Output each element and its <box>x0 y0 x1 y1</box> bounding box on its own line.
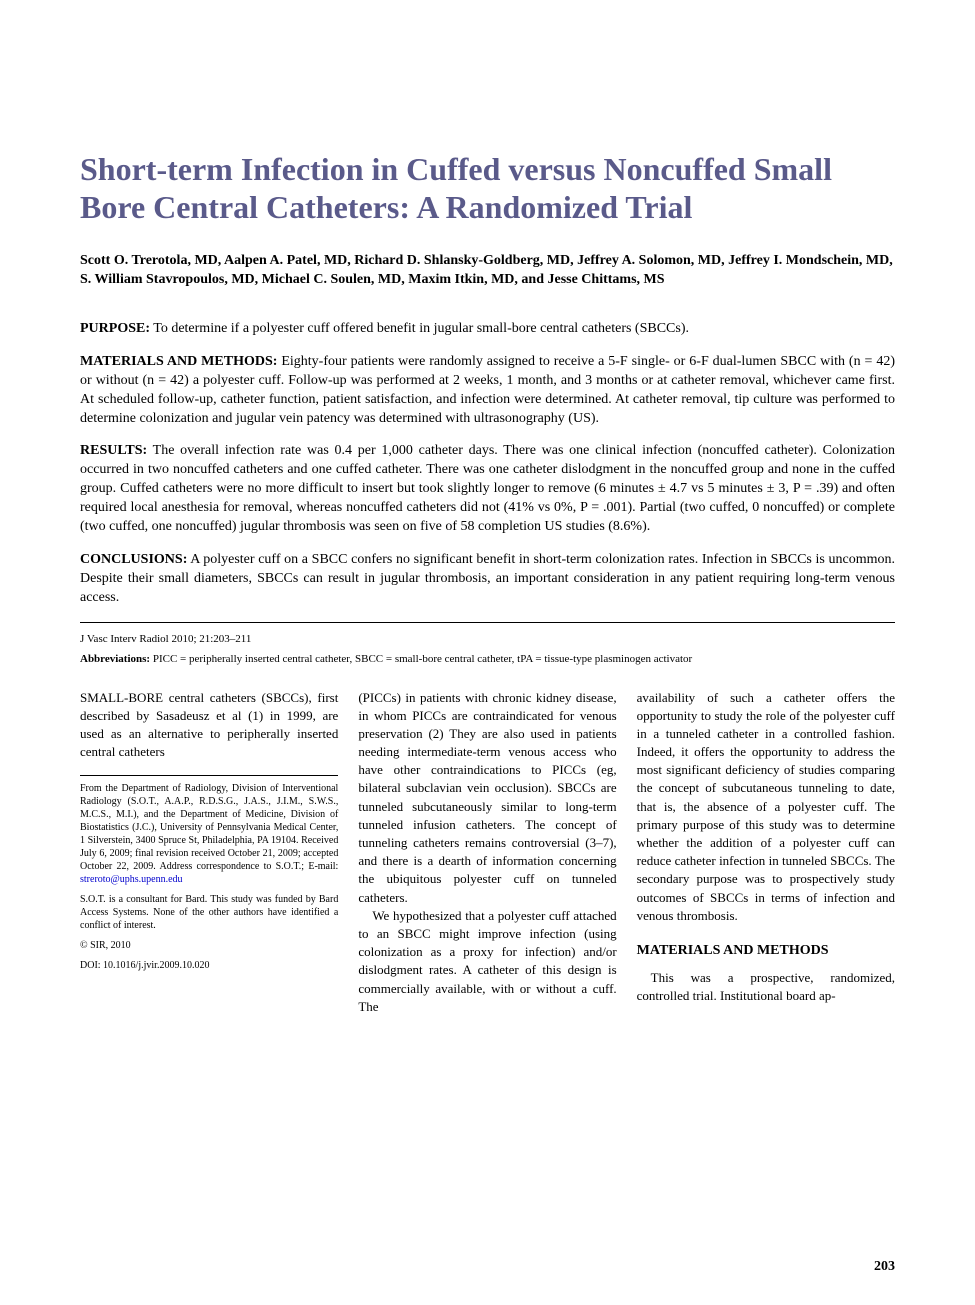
page-number: 203 <box>874 1259 895 1275</box>
author-list: Scott O. Trerotola, MD, Aalpen A. Patel,… <box>80 251 895 290</box>
purpose-label: PURPOSE: <box>80 321 150 336</box>
conclusions-text: A polyester cuff on a SBCC confers no si… <box>80 552 895 605</box>
abstract-methods: MATERIALS AND METHODS: Eighty-four patie… <box>80 353 895 429</box>
section-heading-methods: MATERIALS AND METHODS <box>637 941 895 961</box>
divider-line <box>80 622 895 623</box>
purpose-text: To determine if a polyester cuff offered… <box>150 321 689 336</box>
correspondence-email[interactable]: streroto@uphs.upenn.edu <box>80 874 183 885</box>
abstract-conclusions: CONCLUSIONS: A polyester cuff on a SBCC … <box>80 551 895 608</box>
disclosure-footnote: S.O.T. is a consultant for Bard. This st… <box>80 893 338 932</box>
footnote-block: From the Department of Radiology, Divisi… <box>80 775 338 972</box>
body-paragraph: (PICCs) in patients with chronic kidney … <box>358 689 616 907</box>
journal-citation: J Vasc Interv Radiol 2010; 21:203–211 <box>80 633 895 645</box>
methods-label: MATERIALS AND METHODS: <box>80 354 277 369</box>
affiliation-text: From the Department of Radiology, Divisi… <box>80 783 338 872</box>
body-text-columns: SMALL-BORE central catheters (SBCCs), fi… <box>80 689 895 1016</box>
results-label: RESULTS: <box>80 443 147 458</box>
conclusions-label: CONCLUSIONS: <box>80 552 187 567</box>
affiliation-footnote: From the Department of Radiology, Divisi… <box>80 782 338 886</box>
doi-footnote: DOI: 10.1016/j.jvir.2009.10.020 <box>80 959 338 972</box>
copyright-footnote: © SIR, 2010 <box>80 939 338 952</box>
abstract-purpose: PURPOSE: To determine if a polyester cuf… <box>80 320 895 339</box>
body-paragraph: SMALL-BORE central catheters (SBCCs), fi… <box>80 689 338 762</box>
abbreviations-label: Abbreviations: <box>80 653 150 665</box>
article-title: Short-term Infection in Cuffed versus No… <box>80 150 895 227</box>
body-paragraph: This was a prospective, randomized, cont… <box>637 969 895 1005</box>
body-paragraph: availability of such a catheter offers t… <box>637 689 895 925</box>
abbreviations-text: PICC = peripherally inserted central cat… <box>150 653 692 665</box>
abstract-results: RESULTS: The overall infection rate was … <box>80 442 895 536</box>
results-text: The overall infection rate was 0.4 per 1… <box>80 443 895 534</box>
abbreviations-line: Abbreviations: PICC = peripherally inser… <box>80 653 895 665</box>
body-paragraph: We hypothesized that a polyester cuff at… <box>358 907 616 1016</box>
